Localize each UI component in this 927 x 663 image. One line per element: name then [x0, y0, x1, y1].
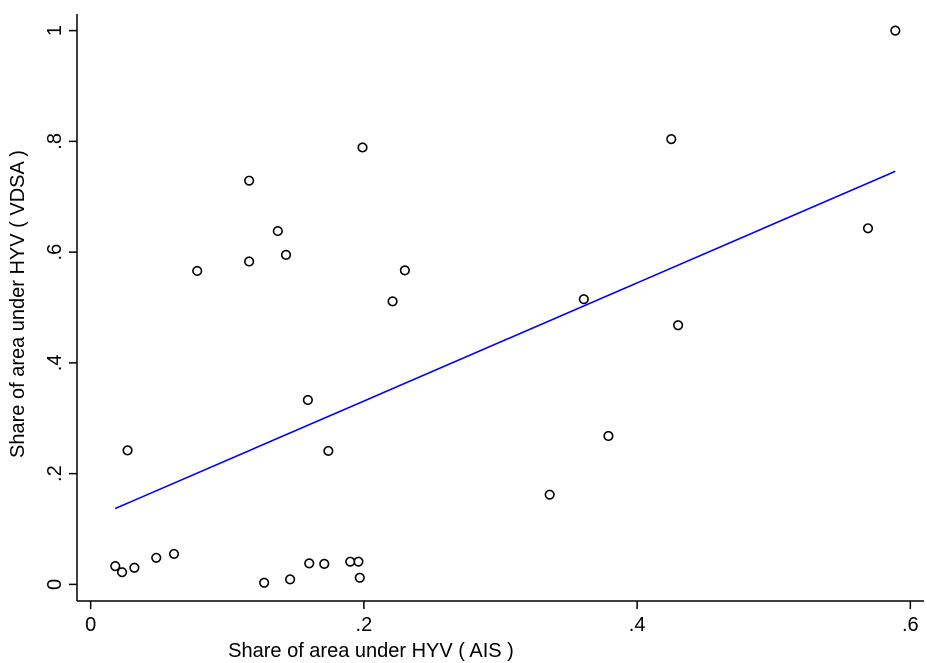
scatter-point: [672, 320, 684, 331]
scatter-point: [151, 552, 162, 563]
scatter-point: [354, 572, 365, 583]
scatter-point: [890, 25, 901, 36]
scatter-point: [862, 223, 874, 234]
scatter-point: [272, 225, 283, 237]
x-tick-label: .4: [629, 614, 646, 636]
scatter-point: [168, 548, 180, 560]
scatter-point: [399, 265, 410, 276]
scatter-point: [110, 561, 121, 572]
y-tick-label: 0: [44, 579, 66, 590]
scatter-point: [387, 296, 398, 307]
x-tick-label: .6: [902, 614, 919, 636]
scatter-point: [544, 489, 555, 500]
scatter-point: [357, 142, 368, 153]
scatter-point: [244, 175, 255, 186]
x-tick-label: .2: [356, 614, 373, 636]
scatter-point: [192, 265, 203, 277]
y-tick-label: .4: [44, 355, 66, 372]
scatter-point: [122, 445, 133, 456]
scatter-point: [578, 294, 589, 305]
scatter-point: [259, 577, 270, 588]
scatter-point: [304, 558, 315, 569]
x-axis-title: Share of area under HYV ( AIS ): [228, 640, 514, 662]
scatter-point: [666, 134, 677, 145]
fitted-line: [114, 170, 896, 510]
scatter-point: [353, 556, 364, 567]
y-tick-label: .2: [44, 465, 66, 482]
y-tick-label: .6: [44, 244, 66, 261]
x-tick-label: 0: [85, 614, 96, 636]
scatter-point: [323, 445, 334, 457]
scatter-point: [244, 256, 255, 267]
y-tick-label: .8: [44, 133, 66, 150]
scatter-point: [285, 574, 296, 585]
scatter-point: [319, 558, 330, 569]
scatter-point: [302, 394, 313, 406]
scatter-point: [116, 567, 128, 578]
scatter-point: [280, 249, 292, 260]
y-axis-title: Share of area under HYV ( VDSA ): [7, 150, 29, 458]
scatter-point: [345, 556, 356, 567]
scatter-point: [603, 430, 614, 442]
y-tick-label: 1: [44, 25, 66, 36]
scatter-point: [129, 562, 140, 573]
